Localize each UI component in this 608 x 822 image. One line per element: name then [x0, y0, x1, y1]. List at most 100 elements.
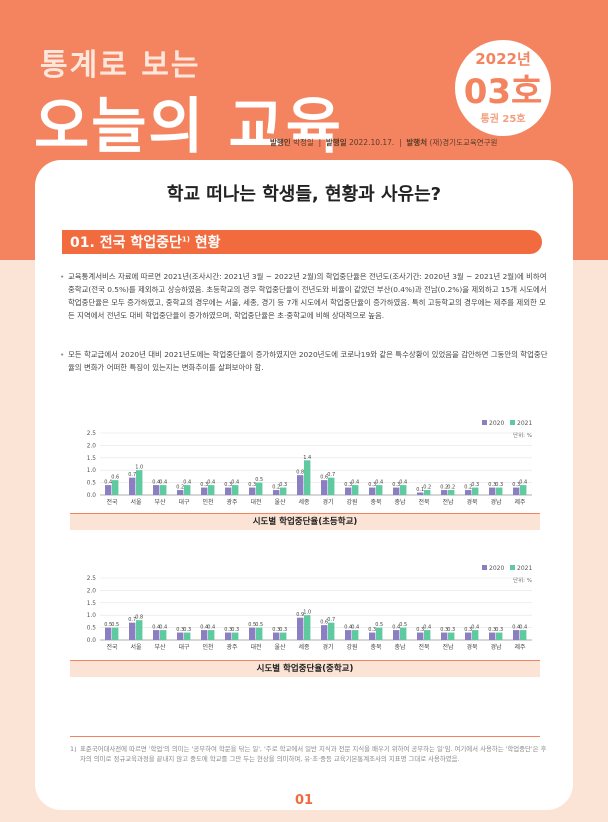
data-label: 0.4	[512, 625, 520, 631]
x-tick-label: 강원	[346, 498, 357, 506]
bar-2020	[273, 490, 280, 495]
bar-2021	[376, 485, 383, 495]
data-label: 0.2	[464, 485, 472, 491]
data-label: 0.3	[512, 482, 520, 488]
legend-swatch	[510, 565, 515, 570]
y-tick-label: 1.5	[87, 456, 97, 462]
data-label: 0.3	[200, 482, 208, 488]
x-tick-label: 대구	[178, 498, 190, 506]
data-label: 0.5	[255, 477, 263, 483]
bar-2021	[352, 630, 359, 640]
data-label: 0.7	[128, 472, 136, 478]
bar-2020	[393, 630, 400, 640]
x-tick-label: 울산	[274, 643, 286, 651]
bar-2021	[184, 632, 191, 640]
bar-2021	[376, 627, 383, 640]
footnote-text: 표준국어대사전에 따르면 '학업'의 의미는 '공부하여 학문을 닦는 일', …	[80, 745, 547, 763]
y-tick-label: 2.0	[87, 588, 97, 594]
bar-2021	[496, 632, 503, 640]
data-label: 0.9	[296, 612, 304, 618]
bar-2020	[249, 487, 256, 495]
bar-2021	[136, 620, 143, 640]
footnote-ref: 1)	[181, 235, 190, 244]
bar-2021	[136, 470, 143, 495]
data-label: 0.6	[320, 620, 328, 626]
data-label: 0.2	[272, 485, 280, 491]
legend-swatch	[482, 565, 487, 570]
data-label: 0.3	[471, 482, 479, 488]
section-title: 01. 전국 학업중단1) 현황	[70, 232, 221, 252]
data-label: 0.4	[152, 480, 160, 486]
x-tick-label: 대전	[250, 643, 261, 651]
data-label: 0.2	[440, 485, 448, 491]
bar-2020	[273, 632, 280, 640]
data-label: 0.4	[231, 480, 239, 486]
bar-2021	[256, 627, 263, 640]
data-label: 0.4	[519, 480, 527, 486]
bar-2020	[225, 487, 232, 495]
x-tick-label: 충남	[394, 643, 406, 651]
bar-2020	[249, 627, 256, 640]
x-tick-label: 서울	[130, 643, 142, 651]
x-tick-label: 인천	[202, 643, 213, 651]
x-tick-label: 전국	[106, 498, 118, 506]
page-number: 01	[294, 793, 314, 808]
data-label: 0.3	[440, 627, 448, 633]
issue-total: 통권 25호	[480, 114, 526, 125]
bar-2020	[297, 475, 304, 495]
bar-2020	[105, 485, 112, 495]
x-tick-label: 부산	[154, 498, 166, 506]
data-label: 0.3	[368, 627, 376, 633]
x-tick-label: 경북	[466, 644, 478, 651]
separator: |	[399, 138, 402, 147]
bar-2020	[201, 487, 208, 495]
data-label: 0.3	[279, 482, 287, 488]
data-label: 0.3	[447, 627, 455, 633]
date-label: 발행일	[325, 138, 347, 147]
data-label: 0.8	[135, 615, 143, 621]
bar-2020	[105, 627, 112, 640]
bar-2020	[129, 477, 136, 495]
data-label: 0.4	[183, 480, 191, 486]
data-label: 0.4	[104, 480, 112, 486]
data-label: 0.5	[248, 622, 256, 628]
data-label: 0.6	[320, 475, 328, 481]
publisher: 박정일	[293, 138, 314, 147]
data-label: 0.8	[296, 470, 304, 476]
data-label: 0.4	[159, 480, 167, 486]
bar-2021	[160, 630, 167, 640]
bullet-icon: •	[60, 350, 65, 359]
x-tick-label: 서울	[130, 498, 142, 506]
unit-label: 단위: %	[513, 431, 532, 439]
data-label: 0.4	[207, 480, 215, 486]
bar-2021	[400, 627, 407, 640]
bar-2021	[280, 632, 287, 640]
bar-2020	[177, 632, 184, 640]
separator: |	[318, 138, 322, 147]
y-tick-label: 1.5	[87, 601, 97, 607]
y-tick-label: 0.0	[87, 493, 97, 499]
bar-2021	[304, 615, 311, 640]
bar-2020	[177, 490, 184, 495]
x-tick-label: 전국	[106, 643, 118, 651]
x-tick-label: 전북	[418, 498, 430, 506]
data-label: 1.0	[135, 465, 143, 471]
data-label: 0.3	[488, 627, 496, 633]
data-label: 0.3	[495, 482, 503, 488]
y-tick-label: 2.5	[87, 431, 97, 437]
bar-2021	[304, 460, 311, 495]
data-label: 0.4	[423, 625, 431, 631]
data-label: 0.4	[471, 625, 479, 631]
bar-2021	[112, 480, 119, 495]
data-label: 0.3	[392, 482, 400, 488]
data-label: 1.0	[303, 610, 311, 616]
legend-label: 2020	[489, 565, 504, 572]
paragraph-text: 교육통계서비스 자료에 따르면 2021년(조사시간: 2021년 3월 ~ 2…	[68, 272, 547, 320]
issue-year: 2022년	[475, 50, 531, 68]
bar-2021	[352, 485, 359, 495]
x-tick-label: 울산	[274, 498, 286, 506]
brand-subtitle: 통계로 보는	[40, 48, 201, 83]
bar-2021	[400, 485, 407, 495]
bar-2020	[465, 490, 472, 495]
